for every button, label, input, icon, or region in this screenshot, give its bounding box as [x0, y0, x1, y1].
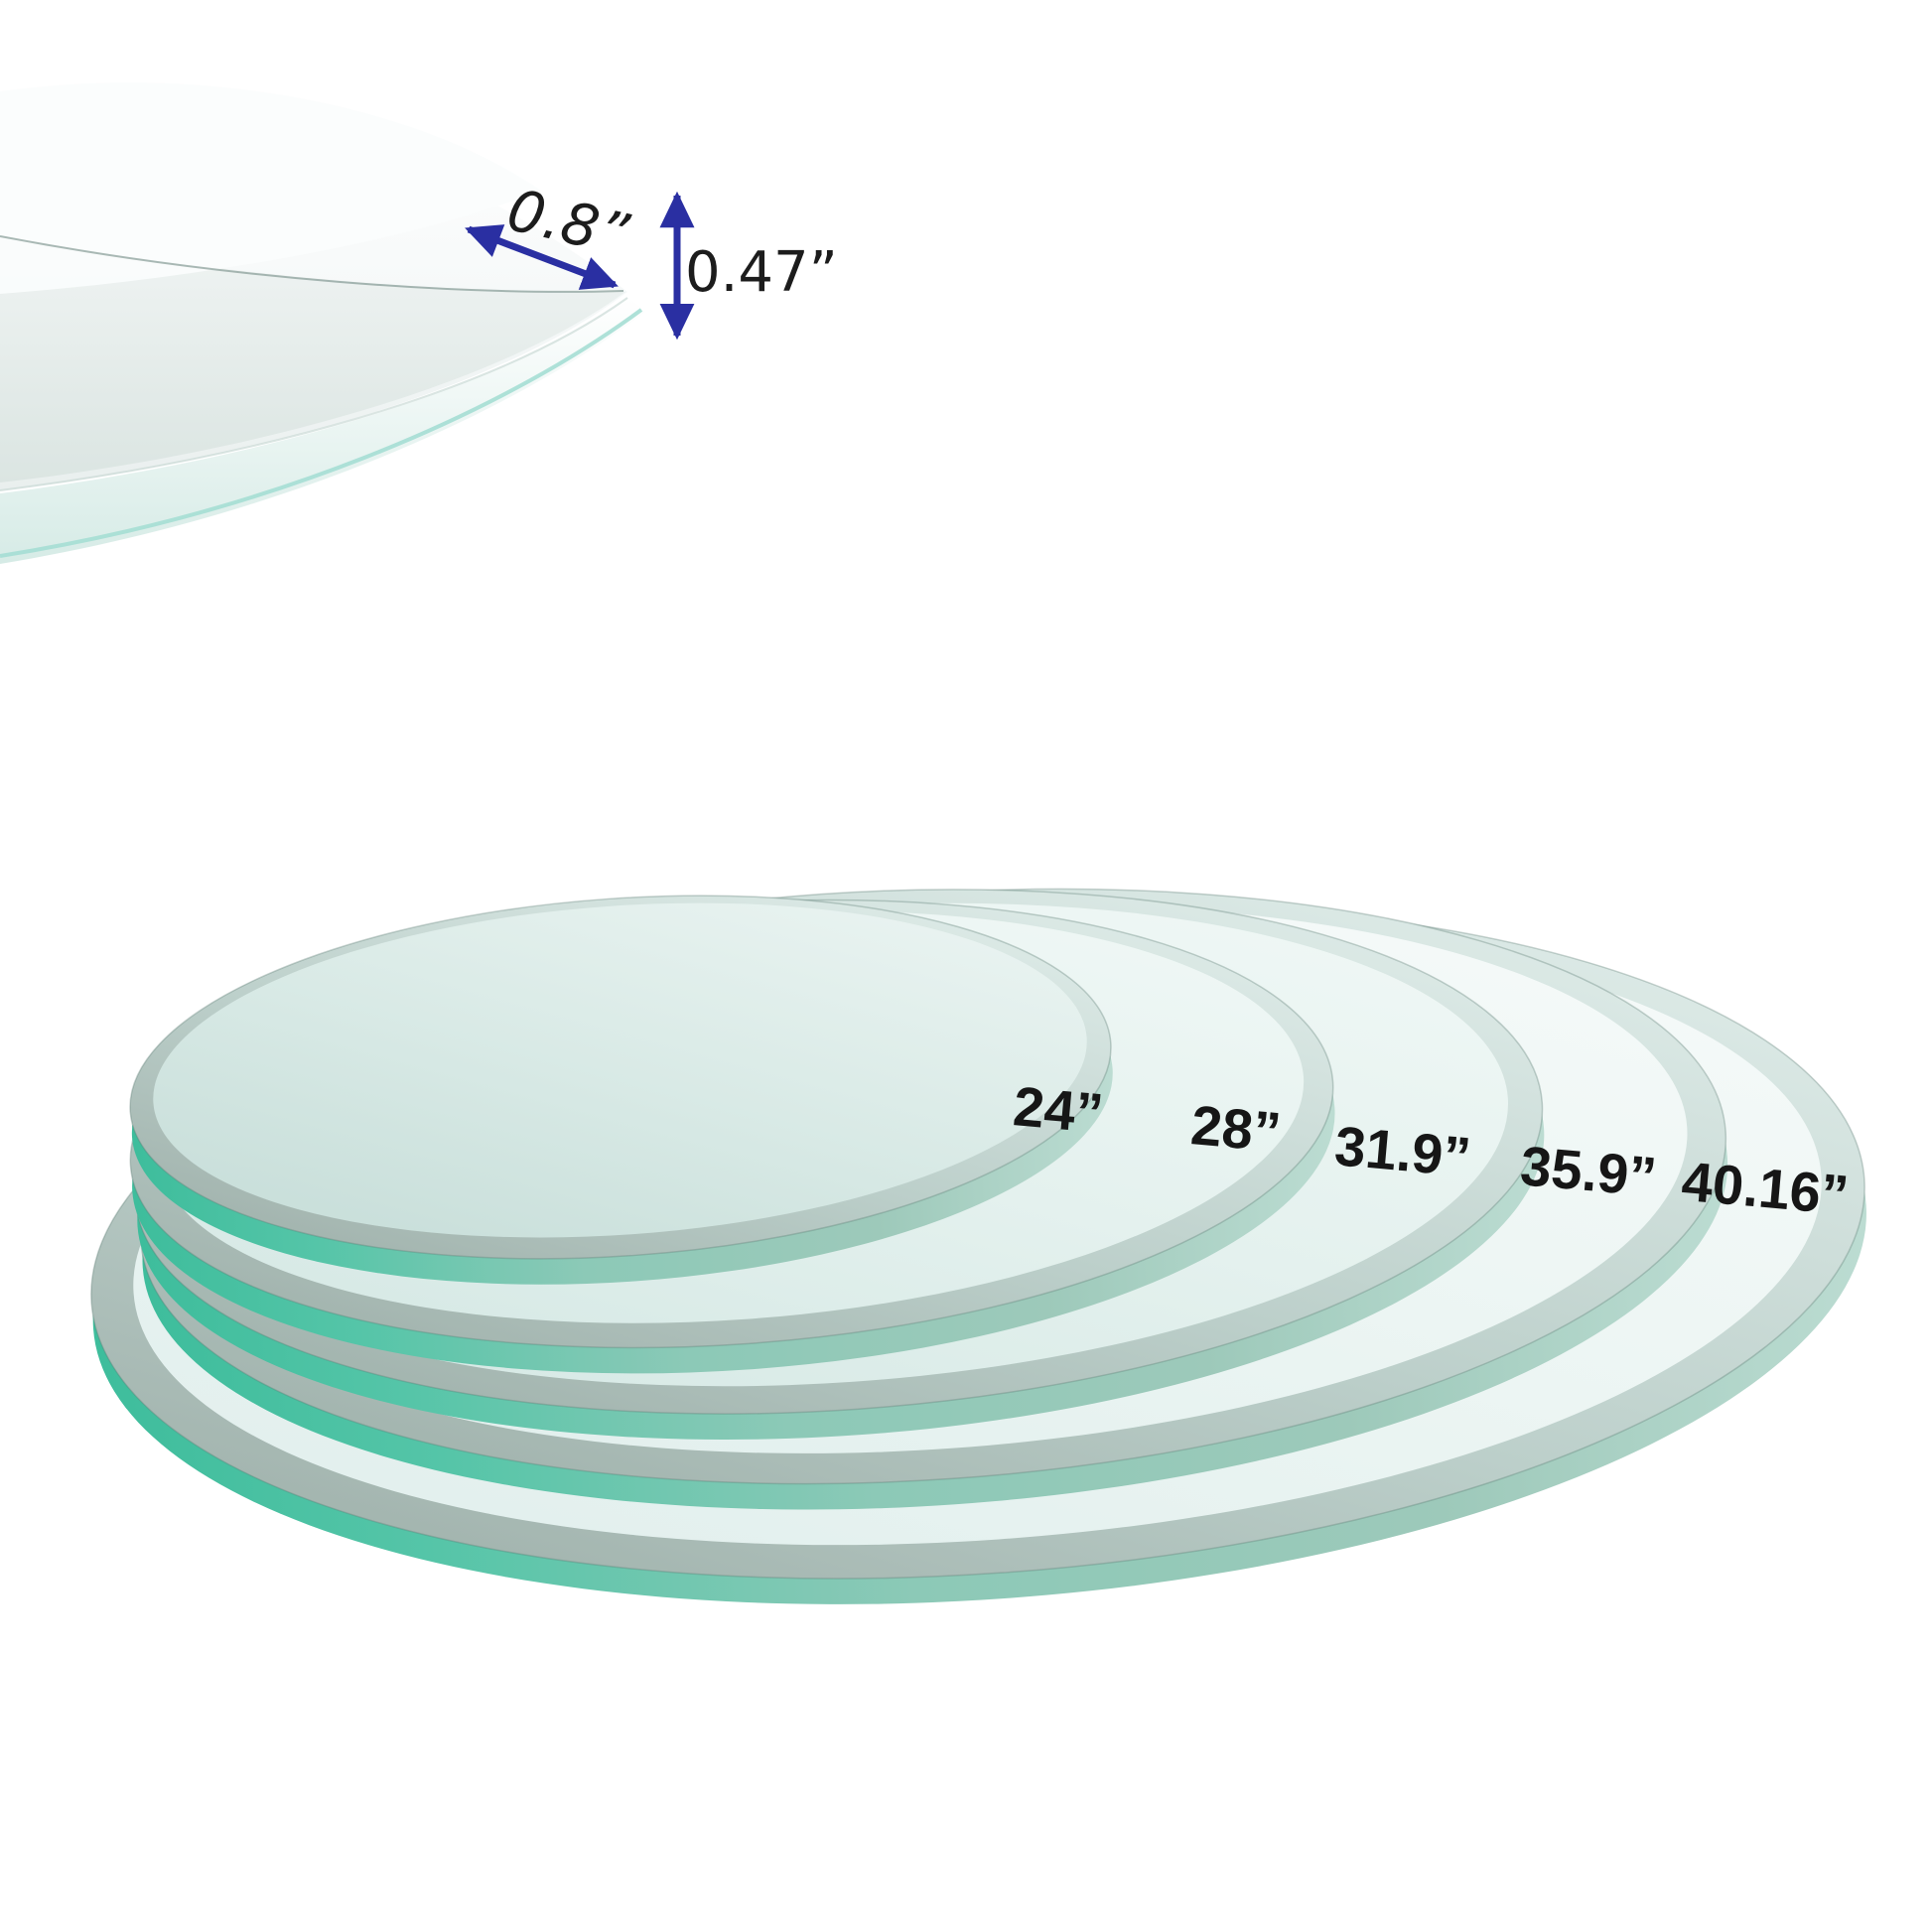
size-label-31.9: 31.9” — [1332, 1114, 1473, 1188]
glass-top-highlight — [0, 82, 541, 294]
edge-detail-callout: 0.8” 0.47” — [0, 82, 838, 564]
bevel-width-arrow — [465, 224, 619, 290]
slab-bottom-edge-line — [0, 297, 628, 491]
size-labels: 24” 28” 31.9” 35.9” 40.16” — [1011, 1074, 1851, 1226]
thickness-label: 0.47” — [685, 240, 838, 305]
glass-disc-stack — [90, 888, 1866, 1604]
glass-underside — [0, 298, 645, 564]
glass-disc-24 — [129, 895, 1113, 1285]
size-label-35.9: 35.9” — [1518, 1134, 1659, 1208]
size-label-24: 24” — [1011, 1074, 1105, 1145]
glass-under-rim-highlight — [0, 308, 643, 558]
glass-bevel-band — [0, 234, 625, 483]
bevel-crease-line — [0, 235, 624, 293]
disc-top-surface — [153, 902, 1087, 1238]
size-label-40.16: 40.16” — [1679, 1150, 1851, 1226]
size-label-28: 28” — [1188, 1093, 1283, 1164]
